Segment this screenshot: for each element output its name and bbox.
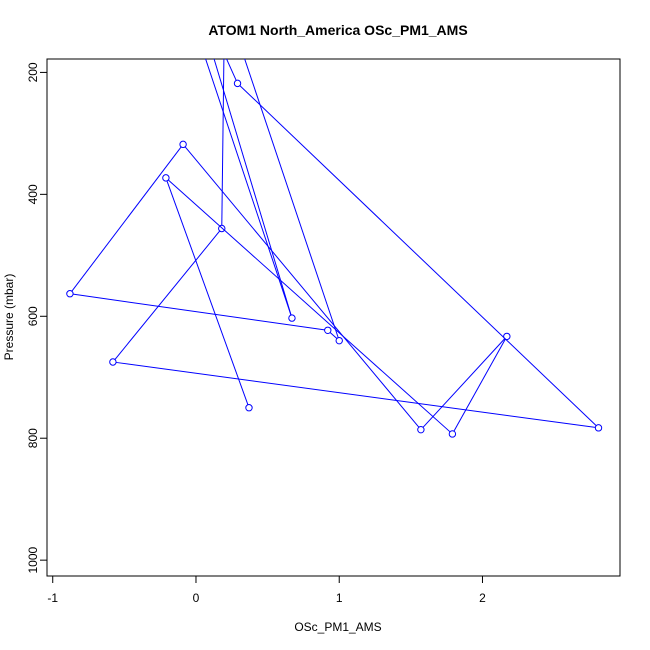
series-segment [453, 338, 506, 432]
x-axis: -1 0 1 2 [47, 575, 486, 605]
data-point [503, 332, 511, 341]
series-layer [66, 0, 603, 438]
series-segment [213, 59, 292, 316]
series-segment [71, 146, 182, 292]
series-segment [73, 293, 325, 331]
data-point [594, 424, 603, 432]
data-point [417, 425, 425, 434]
x-tick-label: -1 [47, 591, 58, 605]
data-point [448, 430, 457, 438]
series-segment [244, 59, 339, 338]
data-point [324, 326, 332, 335]
x-tick-label: 2 [479, 591, 486, 605]
data-point [245, 404, 253, 412]
y-axis: 200 400 600 800 1000 [26, 62, 48, 574]
y-tick-label: 200 [26, 62, 40, 82]
series-segment [115, 361, 596, 428]
series-segment [184, 146, 420, 428]
data-point [109, 358, 117, 366]
series-segment [114, 230, 221, 360]
series-segment [221, 59, 225, 226]
series-segment [422, 338, 506, 428]
y-tick-label: 400 [26, 184, 40, 204]
plot-frame [46, 58, 621, 577]
y-tick-label: 1000 [26, 546, 40, 573]
x-tick-label: 0 [193, 591, 200, 605]
series-segment [226, 59, 237, 81]
data-point [179, 140, 187, 149]
data-point [218, 224, 226, 233]
series-segment [166, 180, 249, 405]
data-point [66, 290, 74, 298]
x-axis-label: OSc_PM1_AMS [294, 620, 381, 634]
series-segment [239, 85, 597, 427]
series-segment [167, 179, 451, 433]
data-point [162, 174, 170, 182]
series-segment [329, 332, 338, 339]
data-point [233, 79, 242, 88]
x-tick-label: 1 [336, 591, 343, 605]
y-tick-label: 800 [26, 428, 40, 448]
data-point [221, 0, 227, 2]
y-axis-label: Pressure (mbar) [2, 274, 16, 361]
chart-title: ATOM1 North_America OSc_PM1_AMS [208, 22, 467, 38]
y-tick-label: 600 [26, 306, 40, 326]
data-point [335, 336, 343, 345]
data-point [288, 314, 296, 322]
series-segment [205, 59, 292, 316]
